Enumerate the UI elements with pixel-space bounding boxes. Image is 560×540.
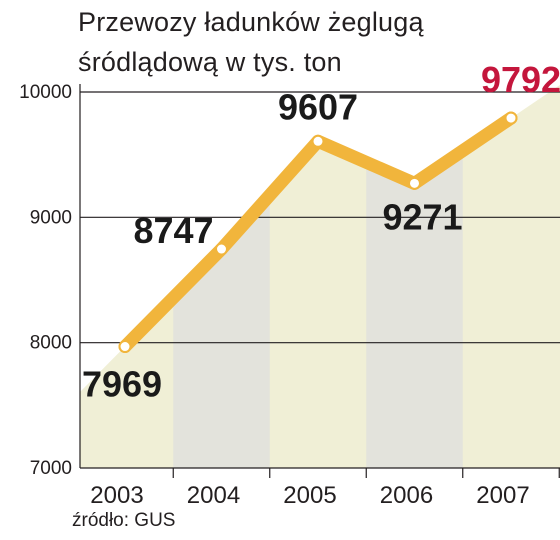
- data-point-2006: [408, 176, 421, 190]
- chart-title-line-2: śródlądową w tys. ton: [78, 47, 342, 77]
- data-point-2003: [118, 340, 132, 354]
- chart-title: Przewozy ładunków żeglugą śródlądową w t…: [78, 2, 424, 82]
- y-tick-label: 7000: [30, 458, 72, 479]
- x-tick-label: 2007: [476, 482, 529, 509]
- x-tick-label: 2003: [90, 482, 143, 509]
- y-tick-label: 8000: [30, 333, 72, 354]
- data-label-2004: 8747: [133, 210, 213, 251]
- data-point-2007: [504, 111, 518, 125]
- chart-title-line-1: Przewozy ładunków żeglugą: [78, 7, 424, 37]
- chart-series: [118, 111, 518, 354]
- x-tick-label: 2005: [283, 482, 336, 509]
- source-note: źródło: GUS: [72, 510, 176, 531]
- chart-grid: [80, 91, 560, 469]
- data-label-2006: 9271: [382, 196, 462, 237]
- shaded-band-2006: [366, 84, 463, 468]
- chart-labels: 7969 8747 9607 9271 9792: [82, 59, 560, 404]
- data-label-2003: 7969: [82, 364, 162, 405]
- y-tick-label: 10000: [19, 82, 72, 103]
- chart-axis: 10000 9000 8000 7000 2003 2004 2005 2006 2007: [19, 82, 560, 509]
- shaded-band-2004: [173, 84, 270, 468]
- x-tick-label: 2006: [380, 482, 433, 509]
- data-label-2005: 9607: [278, 86, 358, 127]
- y-tick-label: 9000: [30, 207, 72, 228]
- data-point-2005: [311, 134, 325, 148]
- x-tick-label: 2004: [187, 482, 240, 509]
- data-label-2007: 9792: [481, 59, 560, 100]
- data-point-2004: [215, 242, 228, 256]
